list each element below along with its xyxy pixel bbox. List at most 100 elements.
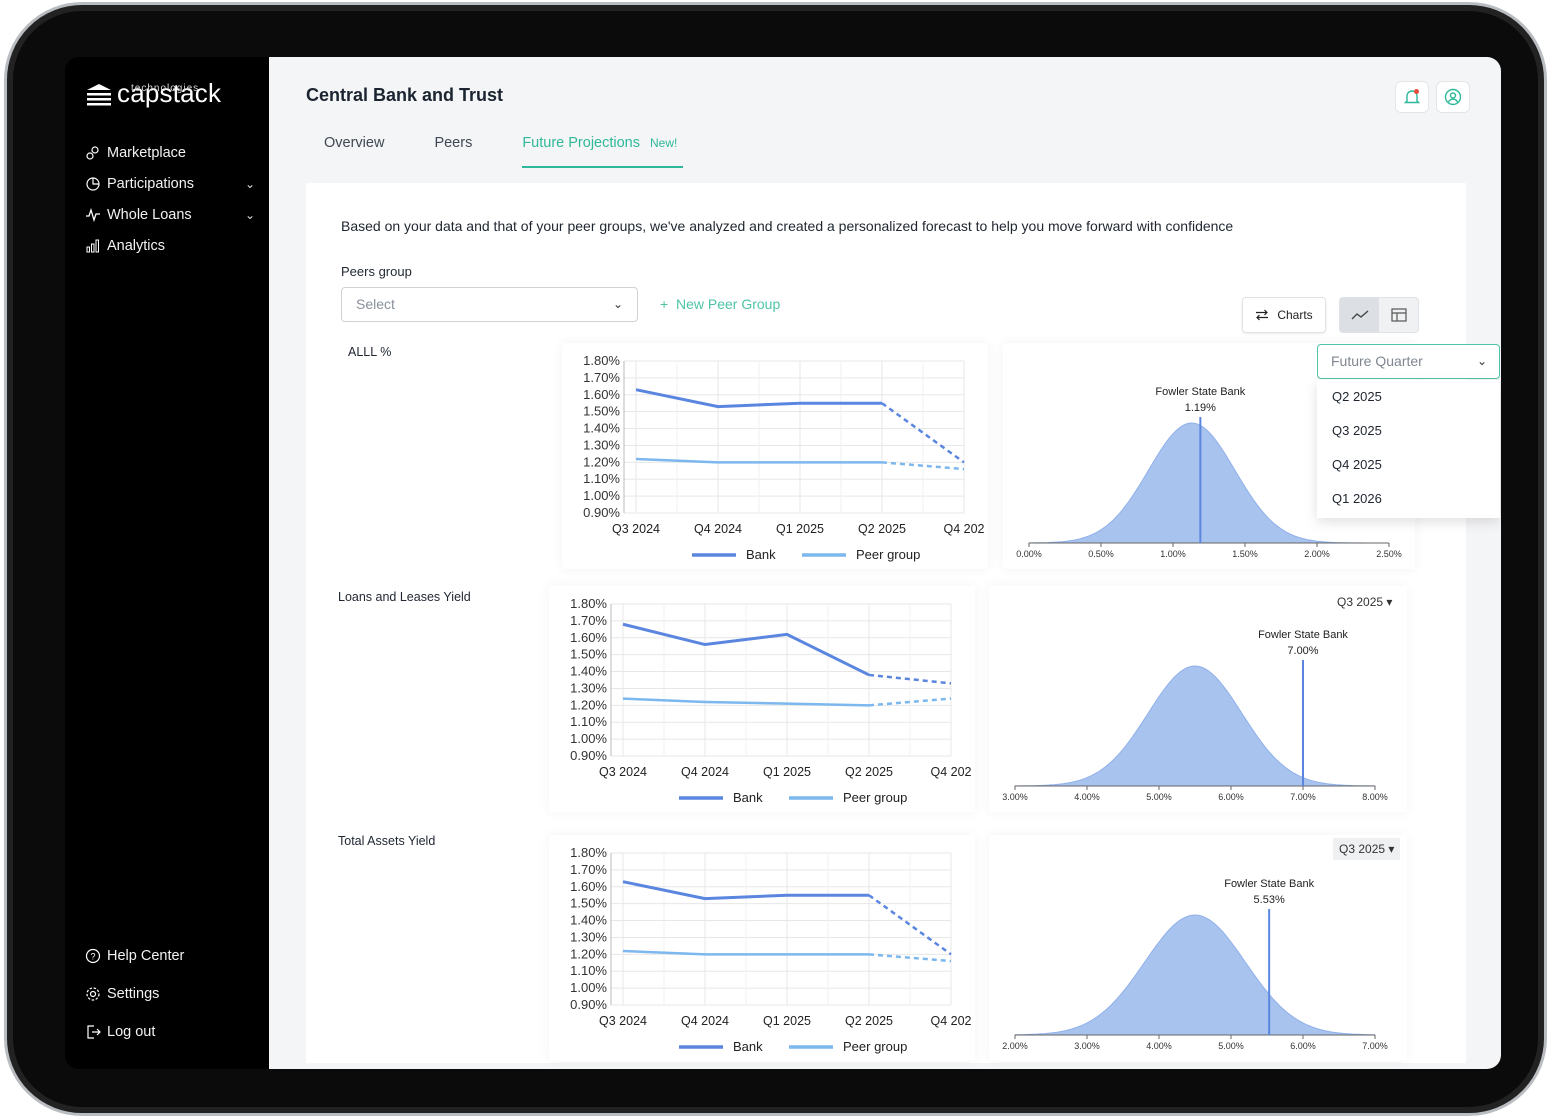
y-tick-label: 1.00%: [570, 731, 607, 746]
sidebar-item-participations[interactable]: Participations ⌄: [85, 168, 255, 199]
distribution-area: [1028, 422, 1389, 544]
sidebar-item-label: Log out: [107, 1024, 156, 1040]
alll-line-chart: 1.80% 1.70% 1.60% 1.50% 1.40%1.30% 1.20% 1.10%…: [583, 353, 1006, 562]
tab-peers[interactable]: Peers: [434, 135, 473, 151]
line-chart-panel: 1.80% 1.70% 1.60% 1.50% 1.40% 1.30% 1.20% 1.10%…: [549, 586, 993, 812]
future-quarter-placeholder: Future Quarter: [1331, 353, 1423, 369]
x-tick-label: 1.50%: [1232, 549, 1258, 559]
y-tick-label: 1.40%: [570, 913, 607, 928]
sidebar: capstack technologies Marketplace Partic…: [65, 57, 269, 1069]
legend-label: Bank: [746, 547, 776, 562]
metric-label-loans-yield: Loans and Leases Yield: [338, 590, 471, 604]
marketplace-icon: [86, 145, 99, 160]
x-tick-label: 3.00%: [1074, 1041, 1100, 1051]
y-tick-label: 1.30%: [583, 437, 620, 452]
y-tick-label: 1.10%: [583, 471, 620, 486]
y-tick-label: 1.20%: [570, 697, 607, 712]
x-tick-label: 2.00%: [1002, 1041, 1028, 1051]
chevron-down-icon[interactable]: ⌄: [244, 176, 255, 191]
sidebar-item-log-out[interactable]: Log out: [85, 1013, 255, 1051]
x-tick-label: Q3 2024: [599, 765, 647, 779]
y-tick-label: 1.50%: [583, 404, 620, 419]
tab-overview[interactable]: Overview: [324, 135, 385, 151]
new-peer-group-button[interactable]: + New Peer Group: [660, 296, 780, 312]
future-quarter-option[interactable]: Q3 2025: [1332, 423, 1382, 438]
x-tick-label: 6.00%: [1290, 1041, 1316, 1051]
user-icon: [1444, 88, 1462, 106]
sidebar-item-analytics[interactable]: Analytics: [85, 230, 255, 261]
bank-marker-label: Fowler State Bank: [1224, 878, 1314, 890]
sidebar-item-settings[interactable]: Settings: [85, 975, 255, 1013]
line-chart-panel: 1.80% 1.70% 1.60% 1.50% 1.40% 1.30% 1.20% 1.10%…: [562, 343, 1006, 569]
bank-marker-label: Fowler State Bank: [1155, 386, 1245, 398]
future-quarter-option[interactable]: Q1 2026: [1332, 491, 1382, 506]
analytics-icon: [86, 239, 99, 252]
total-assets-distribution-chart: 2.00% 3.00% 4.00% 5.00% 6.00% 7.00% Fowler Sta…: [1002, 878, 1388, 1051]
table-view-button[interactable]: [1379, 298, 1418, 332]
series-projection: [868, 697, 952, 707]
charts-button[interactable]: Charts: [1242, 297, 1326, 333]
x-tick-label: Q1 2025: [763, 765, 811, 779]
whole-loans-icon: [86, 207, 100, 222]
sidebar-item-label: Marketplace: [107, 144, 186, 161]
x-tick-label: 0.00%: [1016, 549, 1042, 559]
main-nav: Marketplace Participations ⌄ Whole Loans…: [85, 137, 255, 261]
series-projection: [881, 402, 965, 464]
page-title: Central Bank and Trust: [306, 85, 504, 105]
y-tick-label: 1.60%: [570, 879, 607, 894]
y-tick-label: 1.00%: [570, 980, 607, 995]
peers-group-select[interactable]: Select ⌄: [341, 287, 638, 322]
sidebar-item-whole-loans[interactable]: Whole Loans ⌄: [85, 199, 255, 230]
series-line: [622, 622, 870, 677]
y-tick-label: 1.50%: [570, 896, 607, 911]
legend-label: Peer group: [856, 547, 920, 562]
chevron-down-icon[interactable]: ⌄: [244, 207, 255, 222]
x-tick-label: 5.00%: [1146, 792, 1172, 802]
future-quarter-option[interactable]: Q4 2025: [1332, 457, 1382, 472]
line-chart-view-button[interactable]: [1340, 298, 1379, 332]
future-quarter-option[interactable]: Q2 2025: [1332, 389, 1382, 404]
y-tick-label: 1.20%: [583, 454, 620, 469]
bottom-nav: ? Help Center Settings Log out: [85, 937, 255, 1051]
line-chart-icon: [1351, 310, 1368, 320]
x-tick-label: Q3 2024: [612, 522, 660, 536]
plus-icon: +: [660, 296, 676, 312]
loans-yield-distribution-chart: 3.00% 4.00% 5.00% 6.00% 7.00% 8.00% Fowler Sta…: [1002, 629, 1388, 802]
y-tick-label: 0.90%: [570, 997, 607, 1012]
caret-down-icon: ▾: [1388, 842, 1395, 856]
y-tick-label: 1.00%: [583, 488, 620, 503]
sidebar-item-marketplace[interactable]: Marketplace: [85, 137, 255, 168]
tablet-frame: capstack technologies Marketplace Partic…: [4, 2, 1547, 1116]
y-tick-label: 1.50%: [570, 647, 607, 662]
future-quarter-select[interactable]: Future Quarter ⌄: [1317, 344, 1500, 379]
profile-button[interactable]: [1436, 81, 1470, 113]
y-tick-label: 1.60%: [570, 630, 607, 645]
sidebar-item-help-center[interactable]: ? Help Center: [85, 937, 255, 975]
gear-icon: [86, 987, 100, 1001]
new-badge: New!: [650, 136, 678, 150]
x-tick-label: 2.00%: [1304, 549, 1330, 559]
notifications-button[interactable]: [1395, 81, 1429, 113]
distribution-panel: 2.00% 3.00% 4.00% 5.00% 6.00% 7.00% Fowler Sta…: [989, 835, 1407, 1061]
brand-subtitle: technologies: [131, 83, 200, 94]
x-tick-label: 5.00%: [1218, 1041, 1244, 1051]
y-tick-label: 1.30%: [570, 680, 607, 695]
y-tick-label: 1.40%: [570, 664, 607, 679]
series-projection: [868, 894, 952, 956]
quarter-select[interactable]: Q3 2025 ▾: [1333, 838, 1401, 860]
quarter-select[interactable]: Q3 2025 ▾: [1337, 595, 1392, 609]
peers-group-label: Peers group: [341, 264, 412, 279]
brand-name: capstack: [117, 78, 222, 108]
x-tick-label: 7.00%: [1362, 1041, 1388, 1051]
metric-label-total-assets-yield: Total Assets Yield: [338, 834, 436, 848]
x-tick-label: Q2 2025: [845, 765, 893, 779]
series-line: [635, 388, 882, 409]
tab-future-projections[interactable]: Future Projections New!: [522, 135, 684, 168]
series-line: [635, 457, 882, 464]
help-icon: ?: [85, 948, 101, 964]
screen: capstack technologies Marketplace Partic…: [65, 57, 1501, 1069]
x-tick-label: Q2 2025: [858, 522, 906, 536]
logo: capstack: [85, 79, 221, 107]
series-projection: [881, 461, 965, 471]
bank-marker-value: 1.19%: [1185, 402, 1216, 414]
